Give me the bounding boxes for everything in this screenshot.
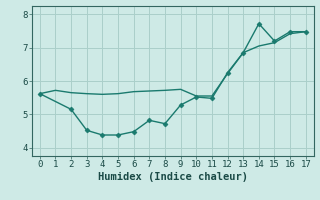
X-axis label: Humidex (Indice chaleur): Humidex (Indice chaleur) bbox=[98, 172, 248, 182]
